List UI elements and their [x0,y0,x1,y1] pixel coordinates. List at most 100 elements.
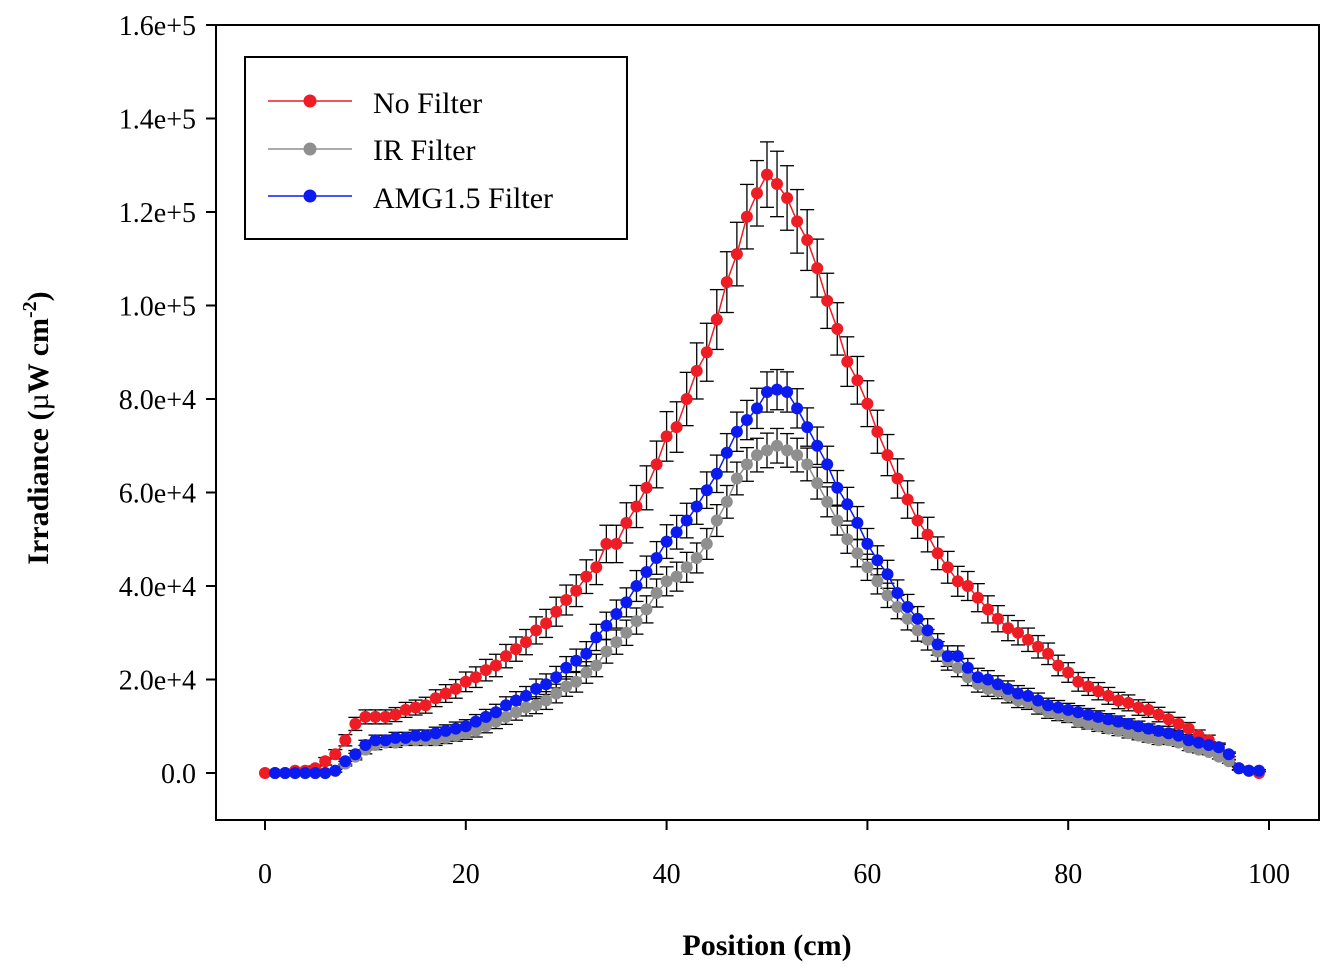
data-point [861,397,874,410]
data-point [650,552,663,564]
data-point [560,661,573,674]
data-point [469,724,482,737]
data-point [841,498,854,511]
data-point [911,624,924,637]
data-point [500,710,512,723]
data-point [339,734,352,747]
data-point [791,215,804,228]
data-point [439,724,452,737]
data-point [931,547,944,560]
data-point [1162,727,1175,740]
data-point [520,636,532,649]
data-point [700,346,713,359]
y-tick-label: 8.0e+4 [119,385,196,416]
x-tick-label: 80 [1054,859,1082,890]
data-point [1022,633,1034,646]
data-point [710,467,723,480]
data-point [349,748,362,761]
data-point [550,687,563,700]
data-point [1052,659,1065,672]
y-tick-label: 1.0e+5 [119,292,196,323]
data-point [1102,689,1115,702]
legend-marker-ir-filter [303,142,317,156]
data-point [429,727,442,740]
data-point [841,355,854,368]
data-point [710,313,723,326]
data-point [680,393,693,405]
y-axis-title-close: ) [22,291,55,301]
data-point [680,514,693,527]
data-point [530,699,543,712]
data-point [951,650,964,663]
data-point [349,717,362,730]
data-point [590,561,603,574]
data-point [590,631,603,644]
data-point [1032,640,1045,653]
data-point [630,615,643,628]
data-point [771,178,783,190]
data-point [479,720,492,733]
data-point [771,439,783,452]
data-point [1132,720,1145,733]
data-point [1092,685,1105,698]
data-point [1102,713,1115,726]
data-point [811,477,824,490]
data-point [630,580,643,592]
data-point [831,514,844,527]
data-point [520,689,532,702]
data-point [1172,717,1185,730]
data-point [821,294,834,307]
y-axis-title: Irradiance (µW cm-2) [19,291,55,564]
data-point [1142,722,1155,735]
data-point [901,612,914,625]
data-point [991,612,1004,625]
data-point [439,687,452,700]
data-point [801,234,814,246]
data-point [540,678,553,691]
data-point [941,561,954,574]
data-point [781,444,794,457]
data-point [951,575,964,588]
data-point [851,516,864,529]
data-point [1122,696,1135,709]
data-point [1092,710,1105,723]
legend-marker-amg-filter [303,189,317,203]
data-point [510,706,522,719]
data-point [1072,706,1085,719]
data-point [600,619,613,632]
x-tick-label: 0 [258,859,272,890]
data-point [510,694,522,707]
data-point [389,708,402,721]
data-point [560,594,573,606]
y-tick-label: 4.0e+4 [119,572,196,603]
data-point [771,383,783,396]
data-point [459,675,472,688]
data-point [309,767,322,779]
data-point [1022,689,1034,702]
data-point [761,386,773,398]
data-point [600,537,613,550]
data-point [1132,729,1145,742]
data-point [720,495,733,508]
data-point [1122,717,1135,730]
legend-label-amg-filter: AMG1.5 Filter [373,182,553,215]
data-point [941,650,954,663]
data-point [359,739,372,751]
data-point [791,449,804,462]
y-tick-label: 2.0e+4 [119,666,196,697]
data-point [449,722,462,735]
data-point [921,624,934,637]
data-point [881,449,894,462]
y-tick-label: 1.6e+5 [119,11,196,42]
data-point [1122,727,1135,740]
data-point [961,671,974,684]
data-point [781,192,794,204]
data-point [751,402,763,415]
data-point [901,493,914,506]
data-point [339,755,352,768]
data-point [1082,717,1095,730]
data-point [1222,748,1235,761]
data-point [791,402,804,415]
data-point [620,516,633,529]
data-point [1072,715,1085,728]
